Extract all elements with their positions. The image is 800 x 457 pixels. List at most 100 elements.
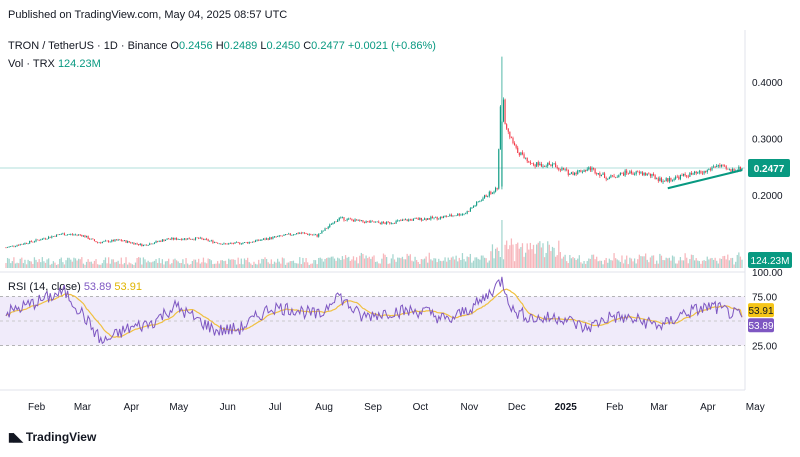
- candle-body: [270, 237, 272, 239]
- volume-bar: [341, 256, 344, 268]
- volume-value-label: 124.23M: [751, 256, 790, 267]
- volume-bar: [553, 247, 555, 268]
- candle-body: [624, 170, 626, 176]
- volume-bar: [488, 260, 490, 268]
- volume-bar: [177, 261, 179, 268]
- volume-bar: [63, 264, 66, 268]
- volume-bar: [95, 259, 97, 268]
- volume-bar: [727, 254, 729, 268]
- volume-bar: [397, 257, 399, 268]
- volume-bar: [65, 260, 67, 268]
- candle-body: [207, 239, 209, 241]
- candle-body: [509, 131, 511, 138]
- candle-body: [13, 245, 15, 247]
- candle-body: [518, 152, 520, 156]
- volume-bar: [318, 257, 320, 268]
- candle-body: [117, 239, 119, 241]
- volume-bar: [736, 254, 738, 268]
- candle-body: [201, 237, 203, 239]
- volume-bar: [611, 260, 614, 268]
- volume-bar: [700, 263, 702, 268]
- candle-body: [343, 217, 345, 221]
- volume-bar: [209, 258, 211, 268]
- volume-bar: [670, 260, 672, 268]
- candle-body: [502, 99, 505, 122]
- candle-body: [566, 169, 568, 170]
- candle-body: [190, 239, 192, 240]
- volume-bar: [278, 261, 280, 268]
- candle-body: [455, 215, 457, 217]
- candle-body: [55, 234, 58, 237]
- candle-body: [416, 218, 418, 219]
- symbol-name[interactable]: TRON / TetherUS · 1D · Binance: [8, 40, 168, 52]
- volume-bar: [43, 261, 45, 268]
- candle-body: [362, 220, 364, 222]
- volume-bar: [153, 260, 156, 268]
- volume-bar: [247, 257, 249, 268]
- candle-body: [127, 241, 129, 243]
- volume-bar: [68, 257, 70, 268]
- candle-body: [48, 236, 50, 239]
- volume-bar: [327, 257, 329, 268]
- candle-body: [311, 234, 313, 236]
- candle-body: [537, 162, 539, 166]
- volume-bar: [299, 257, 301, 268]
- candle-body: [308, 234, 310, 235]
- volume-bar: [583, 260, 585, 268]
- candle-body: [662, 181, 664, 183]
- x-axis-tick: Sep: [364, 402, 382, 413]
- candle-body: [507, 128, 509, 132]
- candle-body: [629, 171, 631, 174]
- volume-bar: [561, 258, 563, 268]
- volume-bar: [340, 260, 342, 268]
- volume-bar: [277, 258, 279, 268]
- candle-body: [512, 137, 514, 144]
- volume-bar: [131, 264, 133, 268]
- volume-bar: [643, 256, 645, 268]
- candle-body: [653, 173, 655, 176]
- candle-body: [517, 147, 519, 153]
- candle-body: [174, 238, 176, 240]
- candle-body: [30, 241, 32, 242]
- tradingview-footer[interactable]: ▮◣ TradingView: [8, 430, 96, 444]
- candle-body: [85, 236, 88, 238]
- volume-label[interactable]: Vol · TRX: [8, 58, 55, 70]
- volume-bar: [202, 257, 205, 268]
- candle-body: [501, 121, 503, 187]
- candle-body: [59, 234, 61, 236]
- candle-body: [476, 201, 478, 206]
- volume-bar: [510, 238, 513, 268]
- volume-bar: [270, 259, 272, 268]
- candle-body: [477, 201, 479, 203]
- candle-body: [84, 235, 86, 238]
- candle-body: [196, 237, 198, 239]
- volume-bar: [714, 257, 716, 268]
- candle-body: [141, 243, 143, 247]
- volume-bar: [659, 253, 661, 268]
- volume-bar: [242, 264, 244, 268]
- volume-bar: [332, 256, 334, 268]
- candle-body: [545, 165, 547, 167]
- candle-body: [44, 238, 47, 240]
- volume-bar: [603, 260, 606, 268]
- volume-bar: [147, 260, 149, 268]
- candle-body: [138, 244, 140, 246]
- volume-bar: [675, 263, 677, 268]
- volume-bar: [205, 263, 208, 268]
- candle-body: [57, 234, 59, 236]
- candle-body: [408, 219, 410, 221]
- candle-body: [19, 244, 21, 246]
- candle-body: [376, 221, 378, 223]
- volume-bar: [528, 249, 530, 268]
- volume-bar: [654, 263, 656, 268]
- volume-bar: [360, 252, 362, 268]
- volume-bar: [378, 263, 380, 268]
- x-axis-tick: Dec: [508, 402, 526, 413]
- candle-body: [273, 236, 276, 238]
- candle-body: [242, 242, 244, 244]
- candle-body: [315, 234, 317, 236]
- volume-bar: [420, 259, 423, 268]
- candle-body: [136, 243, 138, 245]
- candle-body: [5, 247, 7, 249]
